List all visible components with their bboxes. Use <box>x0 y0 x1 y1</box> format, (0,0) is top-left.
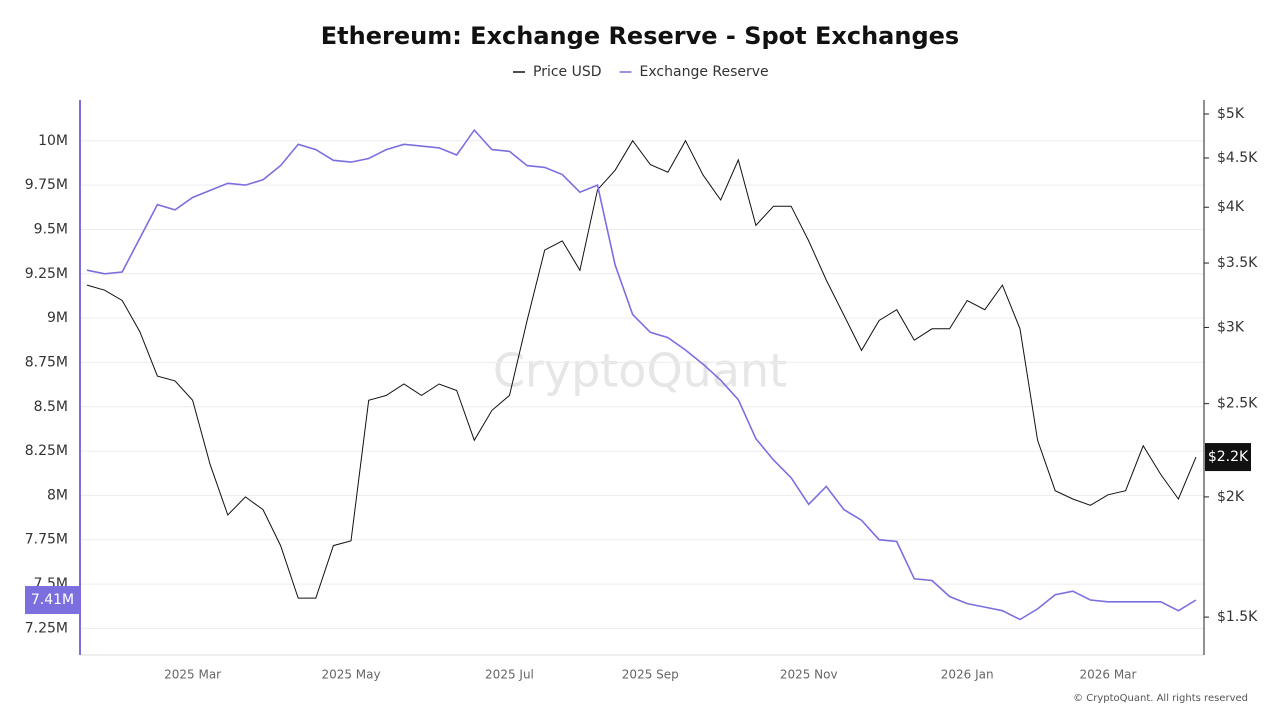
x-tick-label: 2025 Jul <box>485 668 534 682</box>
x-tick-label: 2026 Mar <box>1079 668 1136 682</box>
x-tick-label: 2025 Nov <box>780 668 838 682</box>
y-tick-label: 9.75M <box>25 177 68 193</box>
y-tick-label: 8M <box>47 487 68 503</box>
y-tick-label: 7.25M <box>25 620 68 636</box>
y-tick-label: 10M <box>38 133 68 149</box>
legend: Price USD Exchange Reserve <box>513 64 769 80</box>
x-tick-label: 2026 Jan <box>941 668 994 682</box>
y-tick-label: 7.75M <box>25 532 68 548</box>
x-tick-label: 2025 Mar <box>164 668 221 682</box>
y2-tick-label: $2.5K <box>1217 396 1258 412</box>
y-tick-label: 9.5M <box>34 221 68 237</box>
y2-tick-label: $3.5K <box>1217 255 1258 271</box>
last-value-box <box>1205 443 1251 472</box>
y2-tick-label: $4K <box>1217 199 1245 215</box>
y2-tick-label: $2K <box>1217 489 1245 505</box>
last-value-box <box>25 586 80 615</box>
x-tick-label: 2025 Sep <box>622 668 679 682</box>
x-tick-label: 2025 May <box>321 668 380 682</box>
last-value-label: 7.41M <box>31 592 74 608</box>
y-tick-label: 9.25M <box>25 266 68 282</box>
copyright: © CryptoQuant. All rights reserved <box>1073 693 1248 704</box>
y-tick-label: 8.75M <box>25 354 68 370</box>
last-value-label: $2.2K <box>1208 449 1249 465</box>
y2-tick-label: $1.5K <box>1217 609 1258 625</box>
y-tick-label: 8.5M <box>34 399 68 415</box>
watermark: CryptoQuant <box>493 344 787 398</box>
legend-label: Exchange Reserve <box>640 64 769 80</box>
chart-title: Ethereum: Exchange Reserve - Spot Exchan… <box>321 22 959 50</box>
series-line <box>86 139 1197 599</box>
y2-tick-label: $4.5K <box>1217 150 1258 166</box>
y-tick-label: 8.25M <box>25 443 68 459</box>
y2-tick-label: $5K <box>1217 106 1245 122</box>
y2-tick-label: $3K <box>1217 319 1245 335</box>
y-tick-label: 9M <box>47 310 68 326</box>
series-line <box>86 128 1197 621</box>
legend-label: Price USD <box>533 64 602 80</box>
